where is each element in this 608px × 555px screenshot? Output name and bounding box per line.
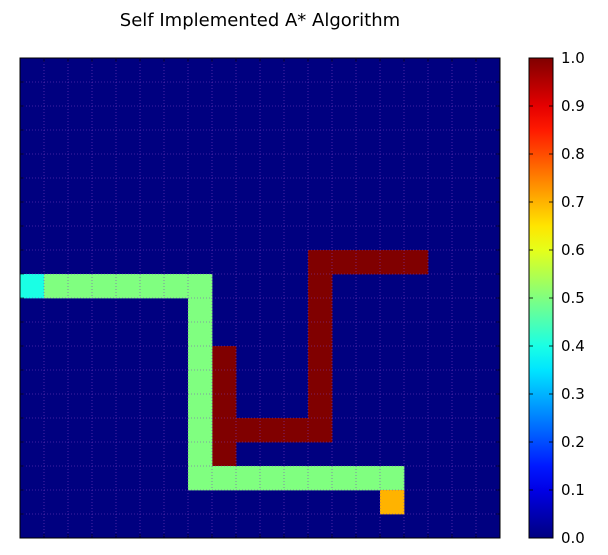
heatmap-cell bbox=[188, 298, 213, 323]
colorbar-tick-label: 0.9 bbox=[561, 97, 585, 115]
heatmap-cell bbox=[116, 274, 141, 299]
colorbar-tick-label: 0.5 bbox=[561, 289, 585, 307]
heatmap-cell bbox=[284, 466, 309, 491]
heatmap-cell bbox=[356, 466, 381, 491]
heatmap-cell bbox=[356, 250, 381, 275]
heatmap-cell bbox=[212, 370, 237, 395]
heatmap-cell bbox=[332, 250, 357, 275]
heatmap-cell bbox=[68, 274, 93, 299]
heatmap-cell bbox=[308, 346, 333, 371]
heatmap-cell bbox=[188, 322, 213, 347]
heatmap-cell bbox=[260, 418, 285, 443]
heatmap-cell bbox=[380, 466, 405, 491]
colorbar-tick-label: 0.0 bbox=[561, 529, 585, 547]
heatmap-cell bbox=[236, 418, 261, 443]
heatmap-cell bbox=[92, 274, 117, 299]
colorbar-tick-label: 0.8 bbox=[561, 145, 585, 163]
heatmap-cell bbox=[212, 346, 237, 371]
heatmap-cell bbox=[236, 466, 261, 491]
heatmap-cell bbox=[380, 250, 405, 275]
heatmap-cell bbox=[188, 442, 213, 467]
chart-title: Self Implemented A* Algorithm bbox=[119, 10, 401, 31]
heatmap-cell bbox=[308, 322, 333, 347]
heatmap-cell bbox=[188, 418, 213, 443]
heatmap-cell bbox=[212, 442, 237, 467]
heatmap-cell bbox=[188, 370, 213, 395]
heatmap-cell bbox=[308, 298, 333, 323]
heatmap-cell bbox=[308, 466, 333, 491]
heatmap-cell bbox=[284, 418, 309, 443]
heatmap-cell bbox=[212, 394, 237, 419]
heatmap-cell bbox=[164, 274, 189, 299]
colorbar-tick-label: 1.0 bbox=[561, 49, 585, 67]
colorbar-tick-label: 0.3 bbox=[561, 385, 585, 403]
heatmap-cell bbox=[260, 466, 285, 491]
heatmap-cell bbox=[44, 274, 69, 299]
colorbar-tick-label: 0.4 bbox=[561, 337, 585, 355]
heatmap-cell bbox=[332, 466, 357, 491]
heatmap-cell bbox=[188, 274, 213, 299]
heatmap-cell bbox=[404, 250, 429, 275]
heatmap-cell bbox=[380, 490, 405, 515]
heatmap-cell bbox=[308, 418, 333, 443]
heatmap-gridlines bbox=[20, 58, 500, 538]
heatmap-cell bbox=[212, 466, 237, 491]
heatmap-cell bbox=[308, 274, 333, 299]
colorbar-tick-label: 0.1 bbox=[561, 481, 585, 499]
heatmap-cell bbox=[212, 418, 237, 443]
heatmap-cell bbox=[188, 394, 213, 419]
heatmap-cell bbox=[308, 370, 333, 395]
heatmap-cell bbox=[308, 250, 333, 275]
heatmap-cell bbox=[188, 346, 213, 371]
colorbar-ticks: 0.0 0.1 0.2 0.3 0.4 0.5 0.6 0.7 0.8 0.9 1.0 bbox=[529, 49, 585, 547]
colorbar-tick-label: 0.2 bbox=[561, 433, 585, 451]
heatmap-cell bbox=[188, 466, 213, 491]
colorbar-tick-label: 0.7 bbox=[561, 193, 585, 211]
plot-frame bbox=[19, 57, 501, 539]
heatmap-cell bbox=[308, 394, 333, 419]
heatmap-cell bbox=[140, 274, 165, 299]
colorbar-frame bbox=[528, 57, 554, 539]
heatmap-cell bbox=[20, 274, 45, 299]
colorbar-tick-label: 0.6 bbox=[561, 241, 585, 259]
